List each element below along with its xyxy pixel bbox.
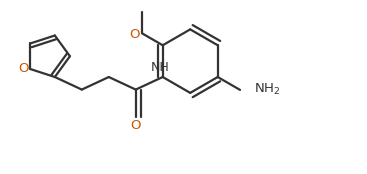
Text: NH$_2$: NH$_2$ xyxy=(254,82,280,97)
Text: O: O xyxy=(129,28,139,41)
Text: O: O xyxy=(18,62,29,75)
Text: O: O xyxy=(131,119,141,132)
Text: NH: NH xyxy=(150,61,169,74)
